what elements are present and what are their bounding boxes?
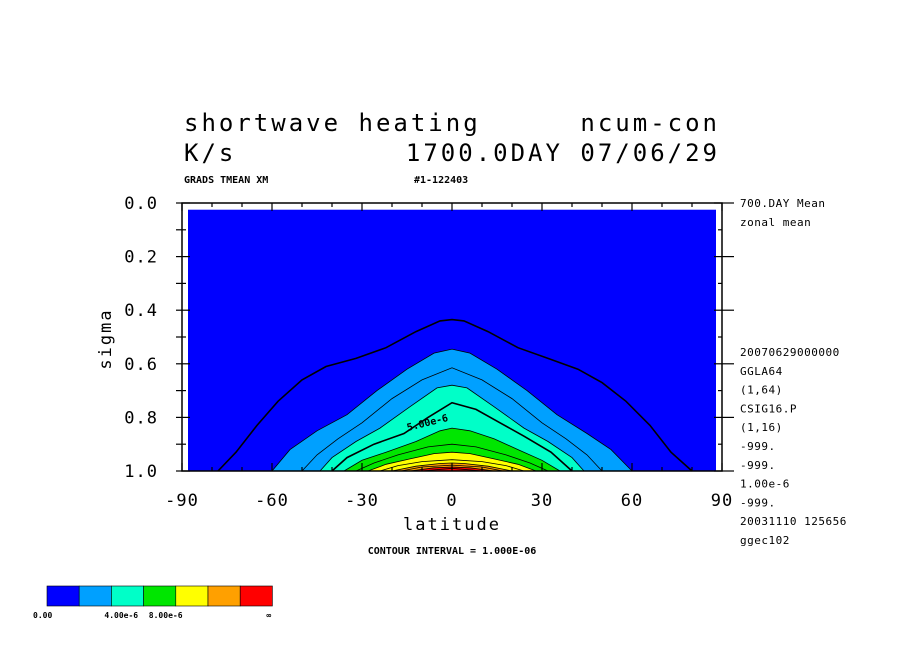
colorbar-labels: 0.00 4.00e-6 8.00e-6 ∞ — [33, 611, 271, 620]
side-info-line: 20070629000000 — [740, 346, 840, 359]
colorbar-swatch — [78, 585, 112, 607]
contour-line-7 — [355, 443, 549, 472]
side-info-line: -999. — [740, 440, 776, 453]
colorbar-swatch — [175, 585, 209, 607]
y-tick-label: 0.0 — [124, 194, 158, 214]
y-tick-labels: 0.0 0.2 0.4 0.6 0.8 1.0 — [124, 194, 158, 482]
colorbar-swatch — [46, 585, 80, 607]
side-info-line: CSIG16.P — [740, 402, 797, 415]
side-info-bottom: 20070629000000 GGLA64 (1,64) CSIG16.P (1,16)… — [740, 346, 847, 547]
y-tick-label: 1.0 — [124, 462, 158, 482]
units-label: K/s — [184, 139, 236, 167]
x-tick-label: -60 — [255, 491, 289, 511]
x-tick-label: 30 — [531, 491, 553, 511]
colorbar-swatch — [239, 585, 273, 607]
contour-line-8 — [367, 451, 537, 472]
chart-title: shortwave heating — [184, 109, 481, 137]
plot-area: 5.00e-6 — [176, 202, 734, 472]
x-tick-label: -30 — [345, 491, 379, 511]
run-name: ncum-con — [580, 109, 720, 137]
contour-fills — [188, 209, 716, 471]
y-axis-label: sigma — [96, 308, 116, 369]
contour-line-6 — [343, 427, 561, 472]
x-tick-label: 0 — [446, 491, 457, 511]
fill-band-4 — [368, 452, 536, 471]
x-tick-label: 60 — [621, 491, 643, 511]
x-tick-label: -90 — [165, 491, 199, 511]
contour-line-9 — [379, 459, 525, 472]
x-tick-labels: -90 -60 -30 0 30 60 90 — [165, 491, 733, 511]
y-tick-label: 0.2 — [124, 248, 158, 268]
y-tick-label: 0.4 — [124, 301, 158, 321]
side-info-line: ggec102 — [740, 534, 790, 547]
side-info-line: (1,16) — [740, 421, 783, 434]
contour-line-5 — [331, 401, 573, 472]
side-info-line: -999. — [740, 496, 776, 509]
contour-line-1 — [217, 318, 693, 472]
side-info-line: GGLA64 — [740, 365, 783, 378]
side-info-line: 1.00e-6 — [740, 478, 790, 491]
side-info-top: 700.DAY Mean zonal mean — [740, 197, 825, 229]
side-info-line: 700.DAY Mean — [740, 197, 825, 210]
x-axis-label: latitude — [403, 515, 501, 535]
fill-band-3 — [344, 428, 560, 471]
contour-interval-label: CONTOUR INTERVAL = 1.000E-06 — [368, 546, 537, 557]
contour-line-2 — [271, 348, 633, 472]
side-info-line: zonal mean — [740, 216, 811, 229]
colorbar-swatch — [207, 585, 241, 607]
y-tick-label: 0.6 — [124, 355, 158, 375]
side-info-line: 20031110 125656 — [740, 515, 847, 528]
colorbar-label: 0.00 — [33, 611, 52, 620]
side-info-line: -999. — [740, 459, 776, 472]
colorbar-label: 4.00e-6 — [104, 611, 138, 620]
side-info-line: (1,64) — [740, 384, 783, 397]
colorbar-label: ∞ — [266, 611, 271, 620]
time-label: 1700.0DAY 07/06/29 — [406, 139, 720, 167]
grads-label: GRADS TMEAN XM — [184, 175, 268, 186]
axis-ticks — [176, 202, 734, 472]
x-tick-label: 90 — [711, 491, 733, 511]
run-id-label: #1-122403 — [414, 175, 468, 186]
colorbar — [46, 585, 273, 607]
y-tick-label: 0.8 — [124, 408, 158, 428]
colorbar-swatch — [143, 585, 177, 607]
contour-line-4 — [319, 384, 585, 472]
colorbar-label: 8.00e-6 — [149, 611, 183, 620]
colorbar-swatch — [111, 585, 144, 607]
contour-line-3 — [301, 367, 603, 472]
